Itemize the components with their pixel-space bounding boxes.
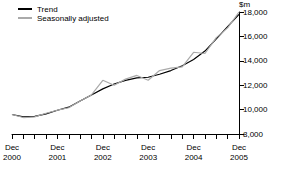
svg-text:2004: 2004 bbox=[185, 153, 203, 162]
svg-text:2000: 2000 bbox=[3, 153, 21, 162]
svg-text:12,000: 12,000 bbox=[243, 81, 268, 90]
svg-text:2003: 2003 bbox=[139, 153, 157, 162]
svg-text:Dec: Dec bbox=[5, 143, 19, 152]
svg-text:Dec: Dec bbox=[186, 143, 200, 152]
svg-text:2001: 2001 bbox=[49, 153, 67, 162]
svg-text:16,000: 16,000 bbox=[243, 32, 268, 41]
svg-text:2002: 2002 bbox=[94, 153, 112, 162]
svg-text:2005: 2005 bbox=[230, 153, 248, 162]
svg-text:Dec: Dec bbox=[232, 143, 246, 152]
svg-text:Dec: Dec bbox=[50, 143, 64, 152]
svg-text:Seasonally adjusted: Seasonally adjusted bbox=[37, 14, 109, 23]
svg-text:14,000: 14,000 bbox=[243, 56, 268, 65]
svg-text:Trend: Trend bbox=[37, 5, 58, 14]
svg-text:Dec: Dec bbox=[96, 143, 110, 152]
svg-text:18,000: 18,000 bbox=[243, 8, 268, 17]
svg-text:10,000: 10,000 bbox=[243, 105, 268, 114]
svg-text:8,000: 8,000 bbox=[243, 130, 264, 139]
svg-text:Dec: Dec bbox=[141, 143, 155, 152]
